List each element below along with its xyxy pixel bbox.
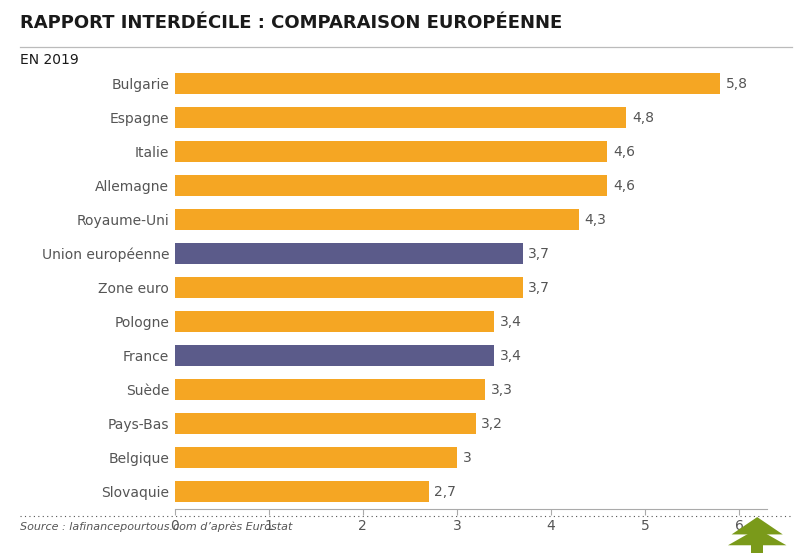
- Text: 3,4: 3,4: [500, 315, 521, 329]
- Bar: [174, 107, 625, 128]
- Text: 3,2: 3,2: [481, 417, 503, 431]
- Text: 3: 3: [462, 451, 470, 465]
- Bar: [750, 544, 762, 553]
- Polygon shape: [727, 529, 785, 545]
- Bar: [174, 175, 607, 196]
- Text: 3,3: 3,3: [490, 383, 512, 397]
- Bar: [174, 481, 428, 502]
- Text: 4,6: 4,6: [612, 178, 634, 193]
- Bar: [174, 73, 719, 95]
- Bar: [174, 141, 607, 162]
- Text: 2,7: 2,7: [434, 485, 456, 499]
- Text: 4,8: 4,8: [631, 111, 653, 125]
- Bar: [174, 243, 522, 264]
- Polygon shape: [731, 517, 782, 534]
- Bar: [174, 277, 522, 298]
- Text: 3,7: 3,7: [528, 281, 550, 295]
- Text: 3,4: 3,4: [500, 349, 521, 363]
- Bar: [174, 345, 494, 366]
- Text: 4,3: 4,3: [584, 213, 606, 227]
- Text: EN 2019: EN 2019: [20, 53, 79, 67]
- Text: 3,7: 3,7: [528, 247, 550, 261]
- Bar: [174, 209, 578, 230]
- Text: Source : lafinancepourtous.com d’après Eurostat: Source : lafinancepourtous.com d’après E…: [20, 522, 292, 532]
- Bar: [174, 413, 475, 434]
- Bar: [174, 311, 494, 332]
- Text: RAPPORT INTERDÉCILE : COMPARAISON EUROPÉENNE: RAPPORT INTERDÉCILE : COMPARAISON EUROPÉ…: [20, 14, 562, 32]
- Text: 4,6: 4,6: [612, 145, 634, 158]
- Bar: [174, 379, 484, 400]
- Bar: [174, 447, 457, 468]
- Text: 5,8: 5,8: [725, 77, 747, 91]
